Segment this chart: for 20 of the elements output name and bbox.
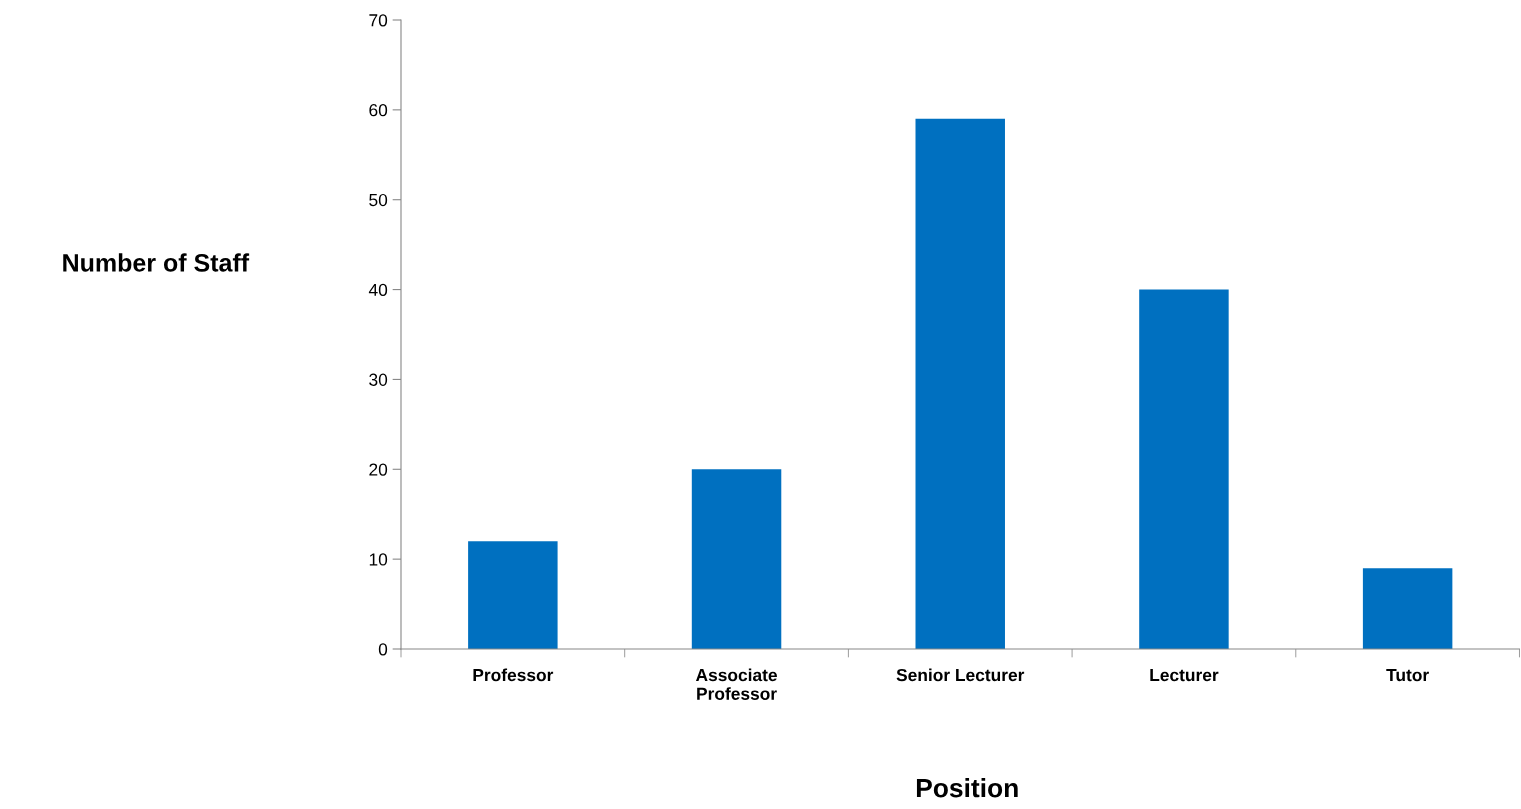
y-axis-title: Number of Staff	[63, 253, 250, 272]
x-axis-title: Position	[916, 778, 1018, 798]
bar	[691, 469, 782, 649]
y-tick-label: 10	[369, 553, 388, 566]
x-tick-label: Tutor	[1386, 669, 1429, 682]
bar	[468, 541, 558, 649]
y-tick-label: 30	[369, 373, 388, 386]
y-tick-label: 50	[369, 193, 388, 207]
bar	[1139, 289, 1229, 649]
x-tick-label: Professor	[473, 668, 554, 682]
x-tick-label: Senior Lecturer	[896, 668, 1025, 682]
y-tick-label: 0	[378, 643, 388, 656]
y-tick-label: 20	[369, 463, 388, 476]
bar	[915, 118, 1005, 649]
x-tick-label: Lecturer	[1150, 669, 1219, 682]
y-tick-label: 70	[369, 14, 388, 27]
bar	[1362, 568, 1453, 649]
y-tick-label: 40	[368, 283, 388, 297]
y-tick-label: 60	[369, 104, 388, 117]
x-tick-label: Associate Professor	[695, 668, 777, 700]
